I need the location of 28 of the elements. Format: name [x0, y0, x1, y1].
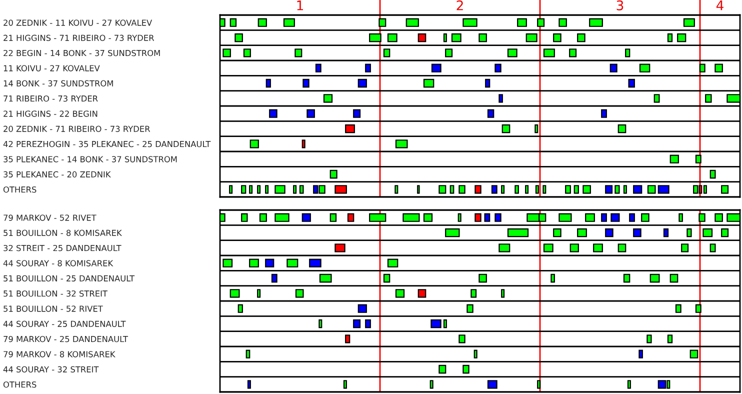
- y-tick-label: 51 BOUILLON - 32 STREIT: [4, 290, 108, 297]
- x-tick-label: 4: [716, 0, 724, 10]
- y-tick-label: 71 RIBEIRO - 73 RYDER: [4, 95, 98, 102]
- y-tick-label: 21 HIGGINS - 22 BEGIN: [4, 110, 98, 117]
- y-tick-label: 79 MARKOV - 25 DANDENAULT: [4, 336, 128, 342]
- x-tick-label: 2: [456, 0, 463, 10]
- y-tick-label: 79 MARKOV - 52 RIVET: [4, 214, 96, 221]
- y-tick-label: 44 SOURAY - 32 STREIT: [3, 366, 99, 372]
- y-tick-label: 35 PLEKANEC - 14 BONK - 37 SUNDSTROM: [4, 156, 177, 162]
- y-tick-label: 22 BEGIN - 14 BONK - 37 SUNDSTROM: [4, 50, 160, 56]
- y-tick-label: 44 SOURAY - 8 KOMISAREK: [3, 260, 114, 266]
- y-tick-label: 20 ZEDNIK - 71 RIBEIRO - 73 RYDER: [4, 126, 150, 132]
- y-tick-label: 21 HIGGINS - 71 RIBEIRO - 73 RYDER: [4, 34, 154, 41]
- y-tick-label: 42 PEREZHOGIN - 35 PLEKANEC - 25 DANDENAULT: [3, 140, 211, 148]
- y-tick-label: 35 PLEKANEC - 20 ZEDNIK: [4, 171, 111, 178]
- y-tick-label: 11 KOIVU - 27 KOVALEV: [4, 65, 100, 72]
- y-tick-label: 44 SOURAY - 25 DANDENAULT: [3, 320, 126, 327]
- y-tick-label: OTHERS: [3, 381, 36, 388]
- y-tick-label: 51 BOUILLON - 25 DANDENAULT: [4, 275, 135, 282]
- y-tick-label: OTHERS: [3, 186, 36, 193]
- y-tick-label: 32 STREIT - 25 DANDENAULT: [4, 244, 122, 252]
- y-tick-label: 14 BONK - 37 SUNDSTROM: [4, 80, 113, 86]
- y-tick-label: 79 MARKOV - 8 KOMISAREK: [4, 351, 116, 358]
- x-tick-label: 3: [616, 0, 624, 10]
- y-tick-label: 51 BOUILLON - 52 RIVET: [4, 306, 103, 312]
- y-tick-label: 20 ZEDNIK - 11 KOIVU - 27 KOVALEV: [4, 20, 152, 26]
- y-tick-label: 51 BOUILLON - 8 KOMISAREK: [4, 230, 122, 236]
- x-tick-label: 1: [297, 0, 303, 10]
